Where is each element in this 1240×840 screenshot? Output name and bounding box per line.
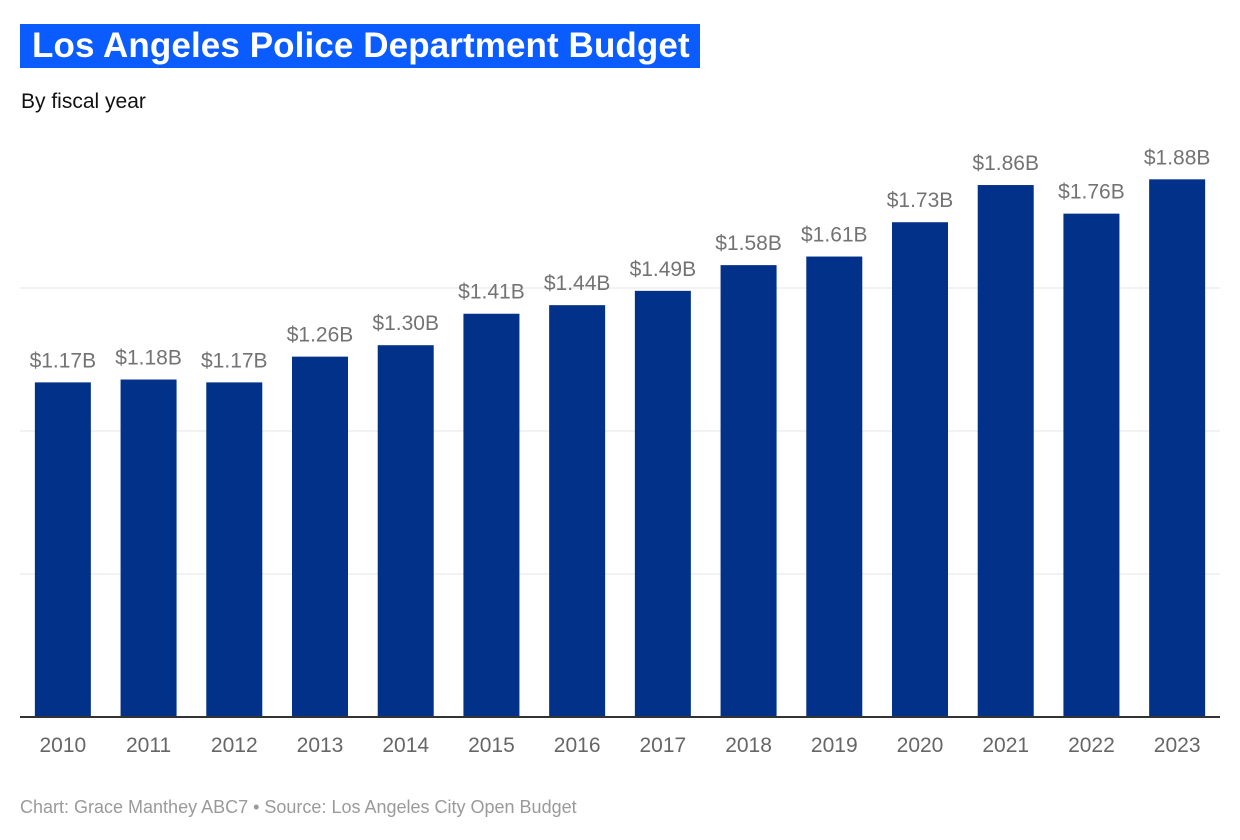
bar xyxy=(463,313,520,717)
bar-value-label: $1.76B xyxy=(1058,181,1125,204)
bar xyxy=(120,379,177,717)
x-tick-label: 2022 xyxy=(1068,734,1115,757)
x-tick-label: 2011 xyxy=(126,734,171,757)
bar-value-label: $1.61B xyxy=(801,224,868,247)
x-tick-label: 2023 xyxy=(1154,734,1201,757)
title-highlight: Los Angeles Police Department Budget xyxy=(20,24,700,68)
x-tick-label: 2012 xyxy=(211,734,258,757)
bar-value-label: $1.58B xyxy=(715,232,782,255)
chart-credit: Chart: Grace Manthey ABC7 • Source: Los … xyxy=(20,797,577,817)
bar xyxy=(977,185,1034,718)
bar xyxy=(892,222,948,717)
x-tick-label: 2013 xyxy=(297,734,344,757)
bar xyxy=(549,305,606,717)
x-tick-label: 2014 xyxy=(382,734,429,757)
x-tick-label: 2021 xyxy=(982,734,1029,757)
bar-value-label: $1.26B xyxy=(287,324,354,347)
bar xyxy=(720,265,777,717)
bar-value-label: $1.88B xyxy=(1144,146,1211,169)
bar-value-label: $1.44B xyxy=(544,272,611,295)
bar-value-label: $1.73B xyxy=(887,189,954,212)
x-tick-label: 2017 xyxy=(639,734,686,757)
x-tick-label: 2020 xyxy=(897,734,944,757)
bar-value-label: $1.30B xyxy=(372,312,439,335)
bar xyxy=(34,382,91,717)
bar-value-label: $1.49B xyxy=(630,258,697,281)
bar xyxy=(292,356,348,717)
bar-value-label: $1.86B xyxy=(972,152,1039,175)
bar xyxy=(806,256,863,717)
bar xyxy=(1149,179,1206,717)
bar xyxy=(206,382,263,717)
bar-value-label: $1.41B xyxy=(458,281,525,304)
bar xyxy=(1063,213,1120,717)
x-tick-label: 2016 xyxy=(554,734,601,757)
x-tick-label: 2015 xyxy=(468,734,515,757)
chart-subtitle: By fiscal year xyxy=(21,90,146,113)
chart-title: Los Angeles Police Department Budget xyxy=(32,26,690,65)
bar xyxy=(377,345,434,717)
x-tick-label: 2019 xyxy=(811,734,858,757)
bar-value-label: $1.17B xyxy=(201,349,268,372)
bar xyxy=(634,290,691,717)
x-tick-label: 2018 xyxy=(725,734,772,757)
bar-value-label: $1.17B xyxy=(30,349,97,372)
bar-value-label: $1.18B xyxy=(115,347,182,370)
x-tick-label: 2010 xyxy=(39,734,86,757)
